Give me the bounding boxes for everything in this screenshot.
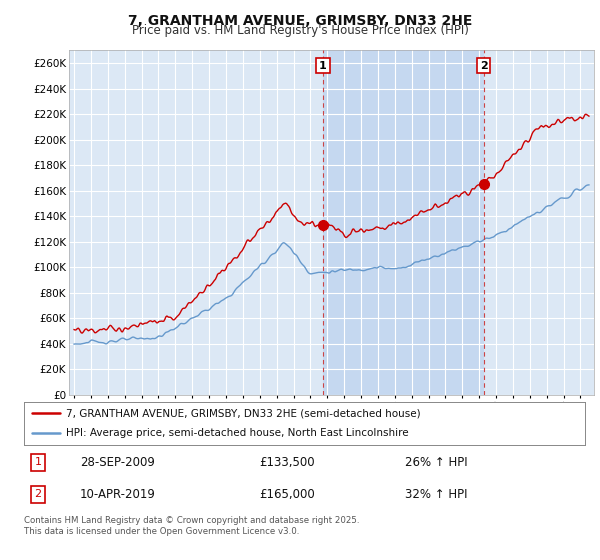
Text: 2: 2 [34,489,41,500]
Text: 1: 1 [319,60,327,71]
Text: 32% ↑ HPI: 32% ↑ HPI [406,488,468,501]
Text: 28-SEP-2009: 28-SEP-2009 [80,456,155,469]
Bar [323,50,484,395]
Text: £133,500: £133,500 [260,456,315,469]
Text: 7, GRANTHAM AVENUE, GRIMSBY, DN33 2HE: 7, GRANTHAM AVENUE, GRIMSBY, DN33 2HE [128,14,472,28]
Text: 10-APR-2019: 10-APR-2019 [80,488,156,501]
Text: Contains HM Land Registry data © Crown copyright and database right 2025.
This d: Contains HM Land Registry data © Crown c… [24,516,359,536]
Text: 7, GRANTHAM AVENUE, GRIMSBY, DN33 2HE (semi-detached house): 7, GRANTHAM AVENUE, GRIMSBY, DN33 2HE (s… [66,408,421,418]
Text: HPI: Average price, semi-detached house, North East Lincolnshire: HPI: Average price, semi-detached house,… [66,428,409,438]
Text: Price paid vs. HM Land Registry's House Price Index (HPI): Price paid vs. HM Land Registry's House … [131,24,469,37]
Text: 26% ↑ HPI: 26% ↑ HPI [406,456,468,469]
Text: 2: 2 [480,60,488,71]
Text: £165,000: £165,000 [260,488,316,501]
Text: 1: 1 [35,457,41,467]
